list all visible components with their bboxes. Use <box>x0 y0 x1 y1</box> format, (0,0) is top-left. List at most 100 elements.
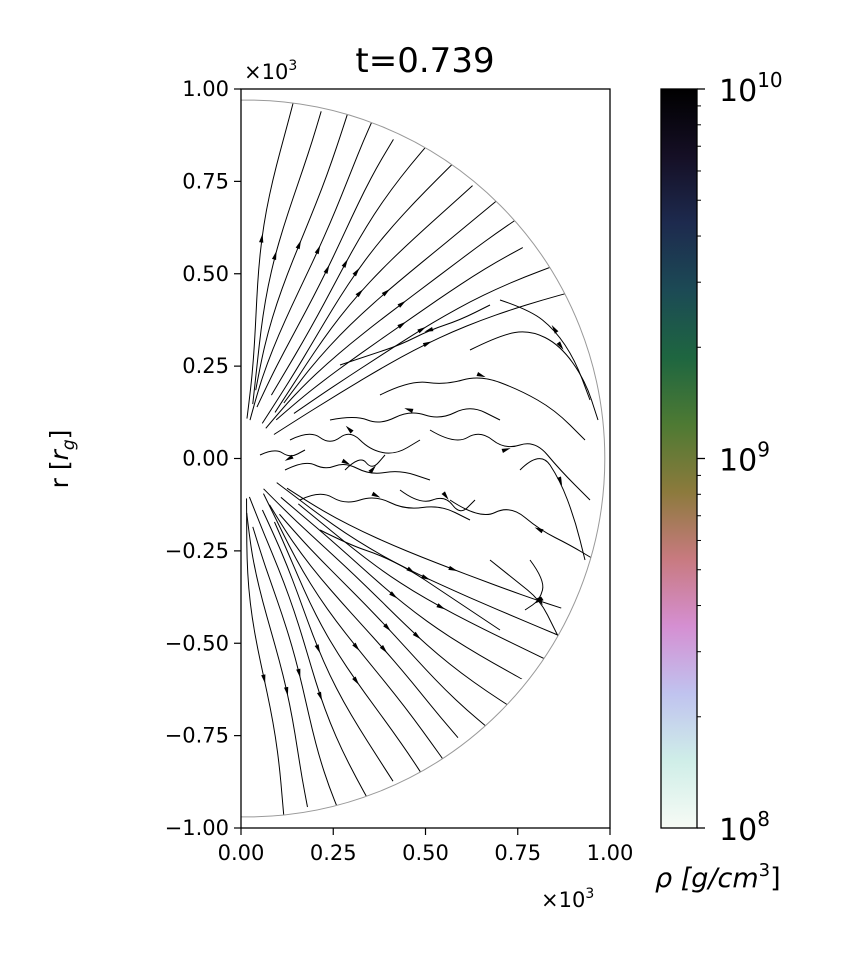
streamline-arrow <box>323 264 330 274</box>
streamline-arrow <box>421 574 431 580</box>
y-tick-label: −0.50 <box>165 631 229 655</box>
streamline-arrow <box>368 465 376 474</box>
streamline <box>284 462 431 481</box>
streamline-arrow <box>404 408 414 413</box>
streamline-arrow <box>261 674 266 684</box>
streamline <box>259 449 306 457</box>
colorbar-ticks: 1010 109 108 <box>697 68 783 848</box>
streamline <box>319 529 501 631</box>
streamline <box>399 489 476 512</box>
streamline <box>449 499 596 561</box>
y-exponent-label: ×103 <box>244 58 297 84</box>
streamline-arrow <box>271 250 277 261</box>
y-axis-ticks: 1.00 0.75 0.50 0.25 0.00 −0.25 −0.50 −0.75 −1.00 <box>165 77 241 840</box>
colorbar-tick-label: 109 <box>719 438 770 479</box>
streamline <box>297 503 554 664</box>
streamline-arrow <box>556 476 563 486</box>
streamline-arrow <box>534 527 544 534</box>
streamline-arrow <box>381 288 390 297</box>
streamline <box>519 458 586 561</box>
streamline <box>275 247 524 421</box>
streamlines <box>246 100 599 817</box>
x-tick-label: 0.00 <box>218 841 265 865</box>
streamline <box>248 496 372 806</box>
streamline-arrow <box>352 642 360 651</box>
streamline-arrow <box>295 240 302 250</box>
y-axis-label: r [rg] <box>45 430 79 489</box>
streamline-arrow <box>296 668 301 678</box>
x-axis-ticks: 0.00 0.25 0.50 0.75 1.00 <box>218 828 634 865</box>
streamline <box>329 408 501 423</box>
streamline <box>252 111 322 405</box>
streamline <box>280 496 523 680</box>
domain-boundary <box>241 99 606 818</box>
streamline <box>276 482 566 639</box>
y-tick-label: 0.25 <box>182 354 229 378</box>
streamline <box>263 488 514 710</box>
streamline-arrow <box>441 491 449 500</box>
streamline-arrow <box>259 233 264 243</box>
streamline <box>263 493 448 766</box>
streamline <box>286 487 562 609</box>
colorbar-tick-label: 1010 <box>719 68 783 109</box>
streamline <box>255 104 351 391</box>
streamline <box>249 114 376 421</box>
streamline-arrow <box>314 644 321 654</box>
colorbar-label: ρ [g/cm3] <box>655 860 781 894</box>
streamline-arrow <box>284 686 289 696</box>
streamline <box>261 509 394 782</box>
svg-text:ρ [g/cm3]: ρ [g/cm3] <box>655 860 781 894</box>
streamline <box>274 521 427 782</box>
streamline-arrow <box>379 644 388 654</box>
x-tick-label: 0.50 <box>402 841 449 865</box>
streamline <box>269 504 459 739</box>
streamline <box>469 331 599 421</box>
streamline <box>279 513 491 730</box>
streamline-arrow <box>341 259 348 268</box>
streamline <box>299 493 471 521</box>
x-tick-label: 0.75 <box>494 841 541 865</box>
x-tick-label: 1.00 <box>587 841 634 865</box>
streamline <box>379 377 586 441</box>
streamline <box>283 195 504 404</box>
streamline <box>274 185 473 413</box>
streamline <box>256 139 394 408</box>
streamline <box>293 264 556 414</box>
streamline-arrow <box>314 245 321 255</box>
streamline <box>261 156 460 424</box>
streamline <box>289 433 421 454</box>
streamline-arrow <box>436 603 446 610</box>
streamline-arrow <box>556 341 564 350</box>
streamline-arrow <box>397 321 406 329</box>
colorbar-tick-label: 108 <box>719 807 770 848</box>
streamline-arrow <box>424 327 434 332</box>
streamline-arrow <box>448 565 458 571</box>
streamline-arrow <box>412 631 421 640</box>
streamline <box>246 100 297 419</box>
streamline-arrow <box>345 425 354 434</box>
streamline-arrow <box>422 341 432 348</box>
x-exponent-label: ×103 <box>541 886 594 912</box>
streamline-arrow <box>501 448 511 453</box>
streamline <box>499 299 591 401</box>
y-tick-label: 0.50 <box>182 262 229 286</box>
streamline-arrow <box>397 300 406 308</box>
streamline-arrow <box>551 325 559 334</box>
svg-text:×103: ×103 <box>244 58 297 84</box>
x-tick-label: 0.25 <box>310 841 357 865</box>
streamline <box>252 526 341 815</box>
chart-title: t=0.739 <box>355 41 494 81</box>
y-tick-label: 0.00 <box>182 447 229 471</box>
streamline-arrow <box>535 596 544 604</box>
streamline <box>524 559 544 611</box>
streamline-arrow <box>406 566 415 574</box>
streamline-arrow <box>389 591 398 599</box>
y-tick-label: 0.75 <box>182 169 229 193</box>
streamline <box>246 512 308 808</box>
y-tick-label: 1.00 <box>182 77 229 101</box>
streamline <box>344 454 386 471</box>
y-tick-label: −0.25 <box>165 539 229 563</box>
streamline-arrow <box>383 623 391 632</box>
streamline-arrow <box>371 491 381 498</box>
